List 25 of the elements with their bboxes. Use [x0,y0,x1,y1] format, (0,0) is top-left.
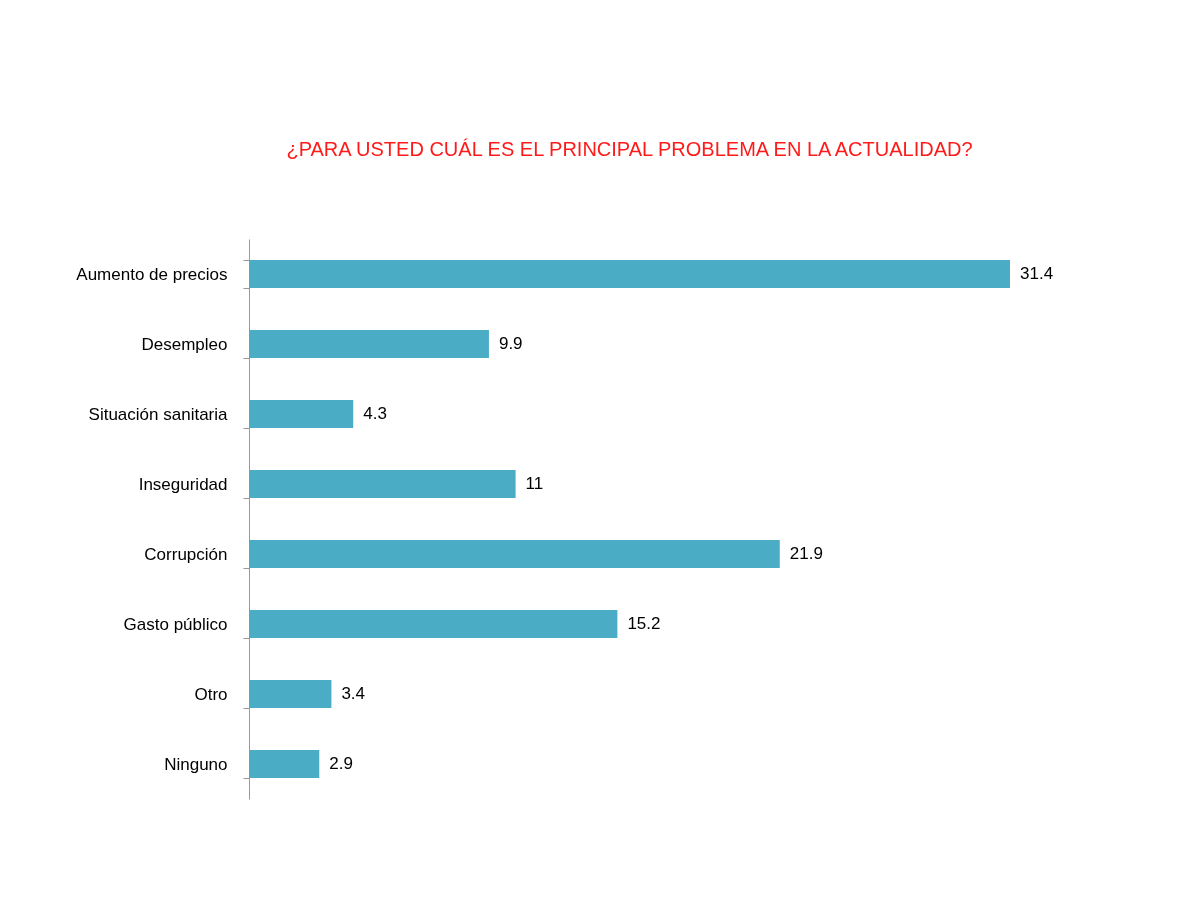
data-label: 4.3 [363,404,387,423]
bar [249,330,489,358]
data-label: 15.2 [627,614,661,633]
bar [249,750,320,778]
bar [249,680,332,708]
bar [249,260,1010,288]
data-label: 21.9 [789,544,823,563]
y-tick-label: Inseguridad [138,474,228,494]
bar [249,400,354,428]
data-label: 31.4 [1020,264,1054,283]
data-label: 3.4 [341,684,366,703]
y-tick-label: Ninguno [164,754,228,774]
data-label: 9.9 [498,334,523,353]
y-tick-label: Desempleo [141,334,228,354]
y-tick-label: Aumento de precios [76,264,228,284]
data-label: 2.9 [329,754,353,773]
y-tick-label: Otro [194,684,228,704]
y-tick-label: Corrupción [144,544,228,564]
y-tick-label: Situación sanitaria [88,404,229,424]
y-tick-label: Gasto público [123,614,228,634]
bar [249,470,516,498]
chart-title: ¿PARA USTED CUÁL ES EL PRINCIPAL PROBLEMA EN LA ACTUALIDAD? [286,138,973,160]
bar [249,540,780,568]
bar [249,610,618,638]
data-label: 11 [525,474,544,493]
